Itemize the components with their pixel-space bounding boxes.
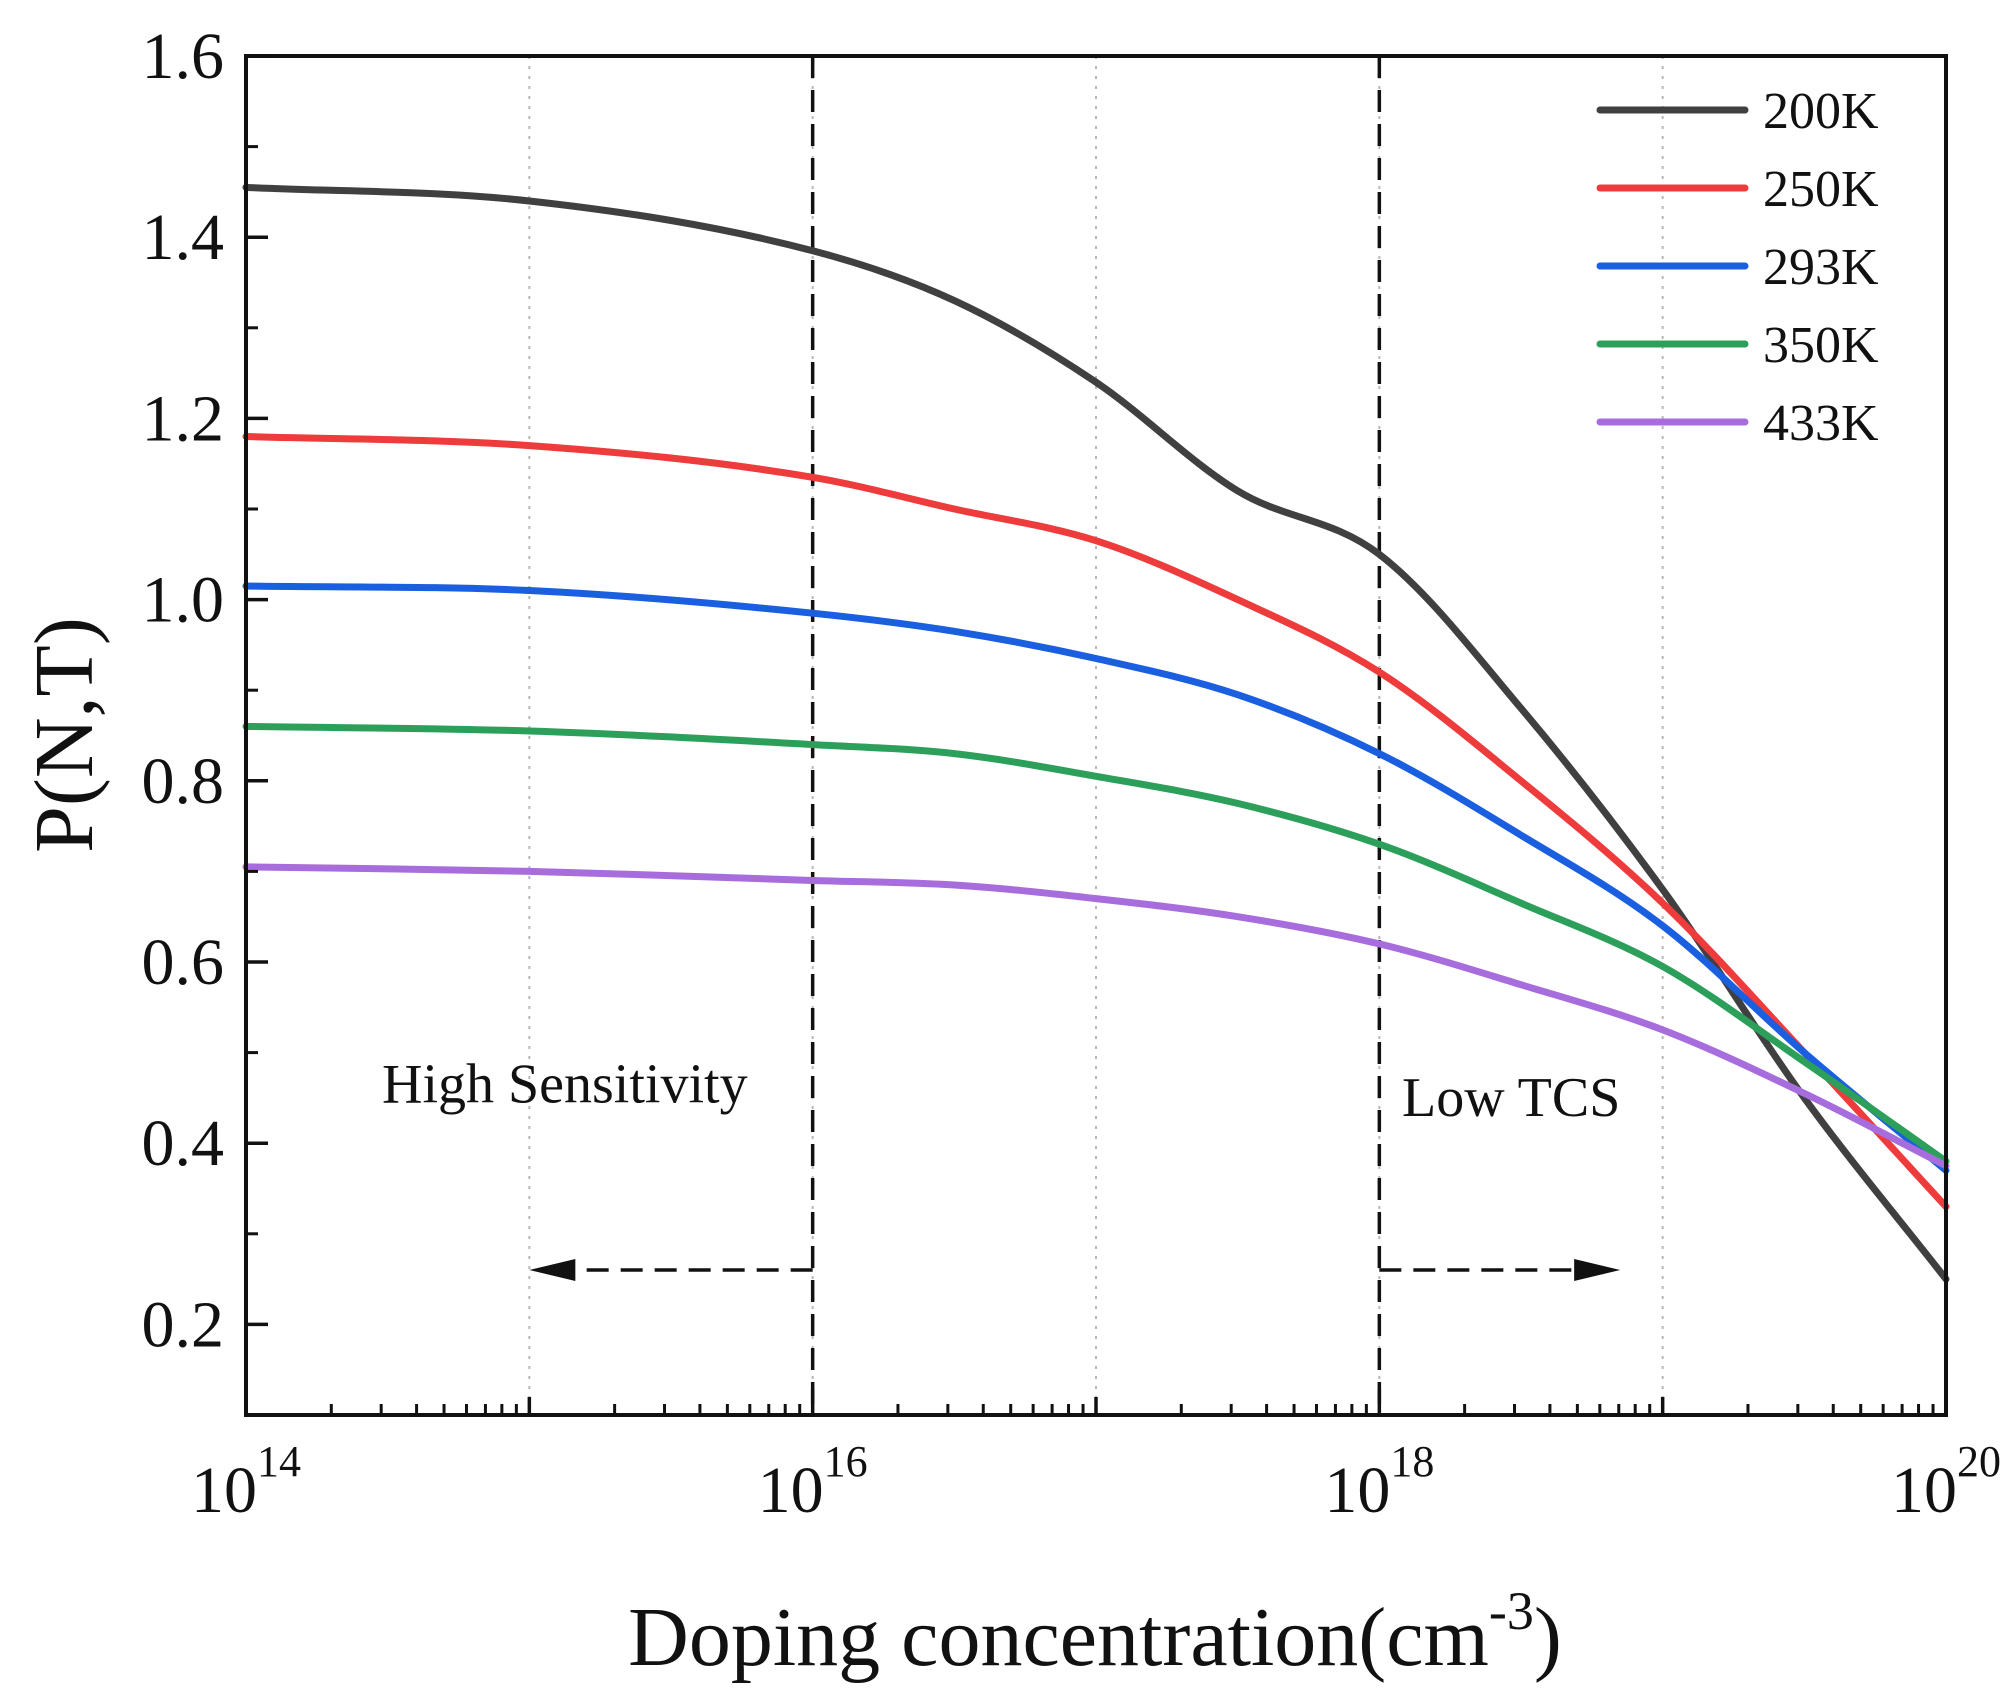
- y-tick-label: 1.6: [142, 20, 225, 93]
- x-tick-label: 1016: [758, 1437, 868, 1527]
- axis-ticks: [244, 54, 1948, 1417]
- annotations: High Sensitivity Low TCS: [382, 1053, 1621, 1282]
- series-line-433k: [242, 863, 1950, 1170]
- legend: 200K 250K 293K 350K 433K: [1596, 83, 1879, 452]
- x-tick-base: 10: [1891, 1454, 1957, 1527]
- x-tick-exponent: 16: [824, 1437, 868, 1486]
- y-tick-label: 1.2: [142, 382, 225, 455]
- x-tick-label: 1014: [191, 1437, 301, 1527]
- legend-label-433k: 433K: [1763, 395, 1879, 452]
- x-tick-base: 10: [758, 1454, 824, 1527]
- y-axis-title: P(N,T): [18, 617, 111, 853]
- legend-label-250k: 250K: [1763, 161, 1879, 218]
- y-tick-label: 0.6: [142, 926, 225, 999]
- annotation-label: High Sensitivity: [382, 1053, 748, 1115]
- arrow-right-head: [1574, 1259, 1621, 1282]
- x-tick-exponent: 18: [1390, 1437, 1434, 1486]
- series-line-293k: [242, 582, 1950, 1174]
- series-line-250k: [242, 433, 1950, 1211]
- x-tick-exponent: 14: [257, 1437, 301, 1486]
- y-tick-label: 1.0: [142, 564, 225, 637]
- annotation-label: Low TCS: [1402, 1067, 1620, 1129]
- series-line-350k: [242, 722, 1950, 1165]
- arrow-left-head: [529, 1259, 576, 1282]
- x-tick-label: 1020: [1891, 1437, 2001, 1527]
- x-tick-exponent: 20: [1957, 1437, 2001, 1486]
- legend-label-200k: 200K: [1763, 83, 1879, 140]
- y-tick-label: 0.4: [142, 1107, 225, 1180]
- x-tick-base: 10: [1324, 1454, 1390, 1527]
- y-tick-label: 0.2: [142, 1288, 225, 1361]
- legend-label-293k: 293K: [1763, 239, 1879, 296]
- x-tick-base: 10: [191, 1454, 257, 1527]
- reference-lines: [810, 56, 1382, 1415]
- y-tick-label: 0.8: [142, 745, 225, 818]
- x-axis-title: Doping concentration(cm-3): [628, 1581, 1562, 1684]
- series-lines: [242, 183, 1950, 1283]
- legend-label-350k: 350K: [1763, 317, 1879, 374]
- y-tick-label: 1.4: [142, 201, 225, 274]
- x-tick-label: 1018: [1324, 1437, 1434, 1527]
